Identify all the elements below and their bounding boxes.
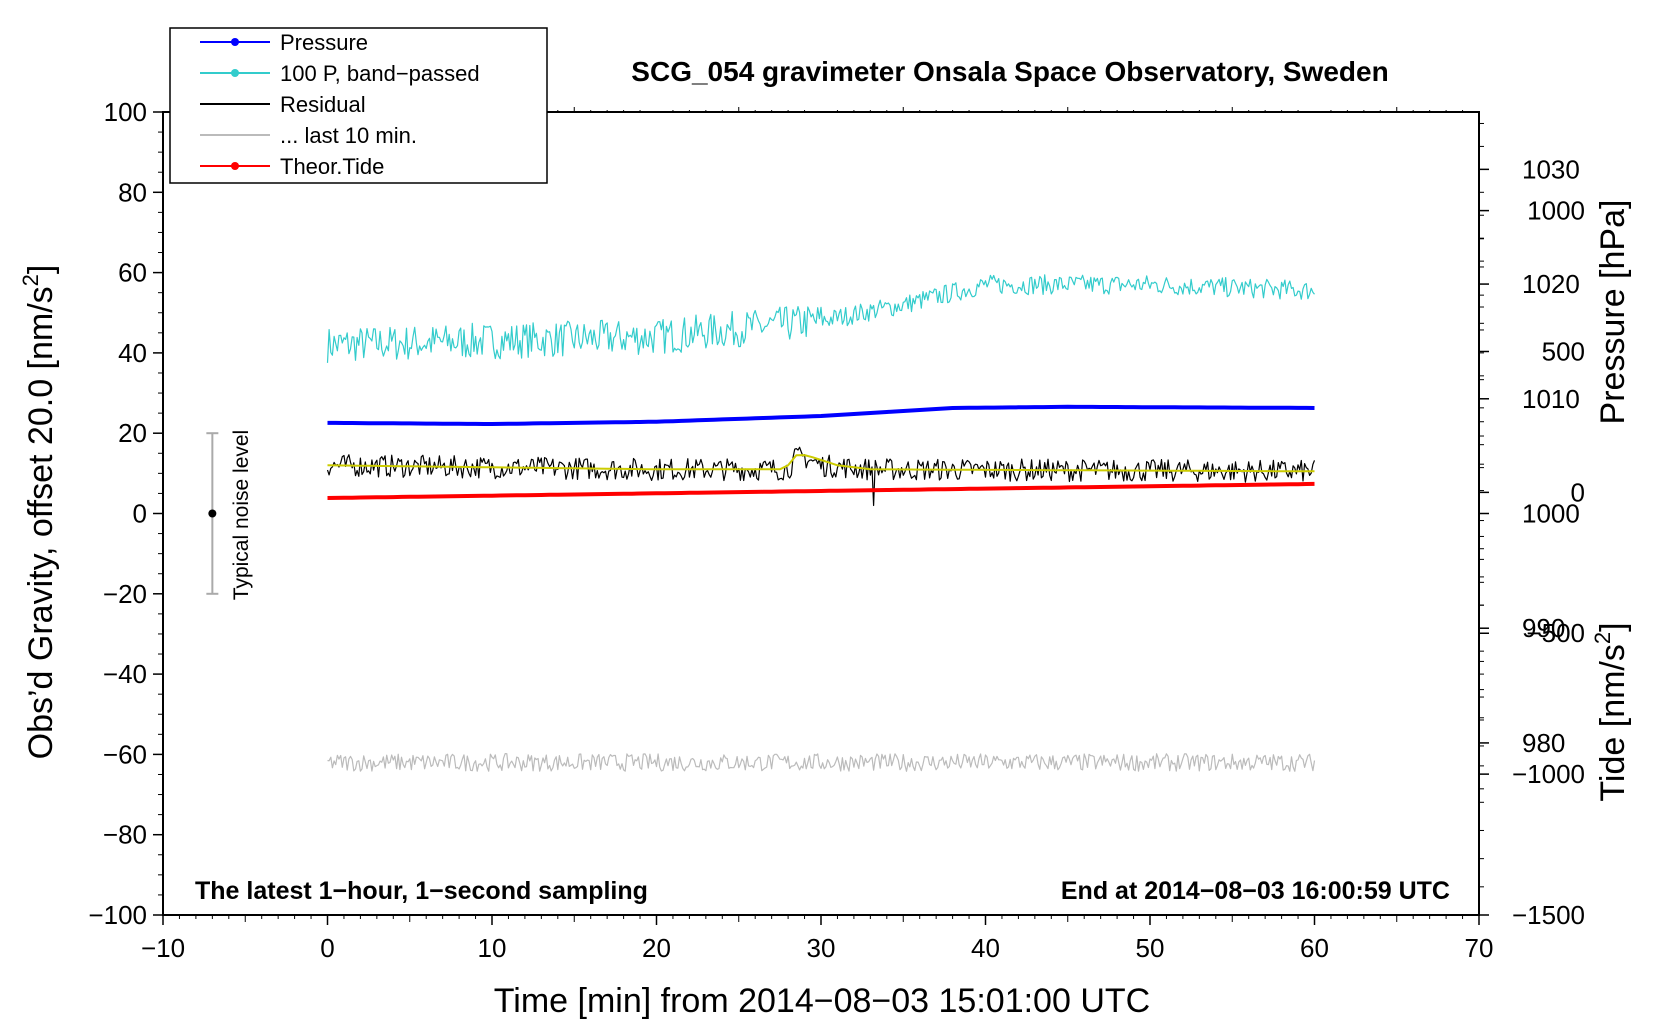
tide-axis-label: Tide [nm/s2] — [1590, 622, 1632, 801]
x-tick-label: 40 — [971, 933, 1000, 963]
tide-tick-label: 0 — [1571, 477, 1585, 507]
legend-swatch-marker — [231, 162, 239, 170]
noise-bar: Typical noise level — [206, 430, 253, 600]
legend-label: Theor.Tide — [280, 154, 384, 179]
y-left-axis-ticks: 100 80 60 40 20 0 −20 −40 −60 −80 −100 — [88, 97, 163, 930]
x-tick-label: 0 — [320, 933, 334, 963]
tide-axis-ticks: 1000 500 0 −500 −1000 −1500 — [1479, 196, 1585, 930]
tide-tick-label: 500 — [1542, 336, 1585, 366]
y-left-tick-label: −80 — [103, 820, 147, 850]
x-axis-ticks: −10 0 10 20 30 40 50 60 70 — [141, 107, 1494, 963]
legend: Pressure 100 P, band−passed Residual ... la… — [169, 27, 548, 184]
y-left-tick-label: −20 — [103, 579, 147, 609]
series-pressure — [327, 404, 1315, 426]
pressure-axis-ticks: 1030 1020 1010 1000 990 980 — [1479, 122, 1580, 790]
annotation-bottom-left: The latest 1−hour, 1−second sampling — [195, 877, 648, 905]
legend-item: Theor.Tide — [200, 154, 384, 179]
x-axis-label: Time [min] from 2014−08−03 15:01:00 UTC — [494, 982, 1150, 1020]
x-tick-label: 70 — [1465, 933, 1494, 963]
legend-item: Pressure — [200, 30, 368, 55]
series-residual-smoothed — [327, 454, 1315, 473]
legend-label: Residual — [280, 92, 366, 117]
legend-swatch-marker — [231, 38, 239, 46]
annotation-bottom-right: End at 2014−08−03 16:00:59 UTC — [1061, 877, 1450, 905]
legend-item: ... last 10 min. — [200, 123, 417, 148]
y-left-tick-label: −60 — [103, 739, 147, 769]
legend-label: Pressure — [280, 30, 368, 55]
x-tick-label: 50 — [1136, 933, 1165, 963]
x-tick-label: −10 — [141, 933, 185, 963]
y-left-tick-label: 80 — [118, 177, 147, 207]
noise-bar-label: Typical noise level — [230, 430, 253, 600]
tide-tick-label: −1500 — [1512, 900, 1585, 930]
y-left-tick-label: 20 — [118, 418, 147, 448]
tide-label-end: ] — [1594, 622, 1632, 631]
y-left-tick-label: 0 — [133, 499, 147, 529]
x-tick-label: 20 — [642, 933, 671, 963]
legend-label: ... last 10 min. — [280, 123, 417, 148]
y-left-tick-label: −100 — [88, 900, 147, 930]
pressure-tick-label: 1010 — [1522, 384, 1580, 414]
series-last-10-min — [327, 752, 1316, 772]
series-theor-tide — [327, 481, 1315, 500]
pressure-axis-label: Pressure [hPa] — [1594, 200, 1632, 425]
series-group — [326, 274, 1316, 772]
legend-swatch-marker — [231, 69, 239, 77]
tide-tick-label: 1000 — [1527, 196, 1585, 226]
tide-tick-label: −500 — [1526, 618, 1585, 648]
y-left-tick-label: 40 — [118, 338, 147, 368]
pressure-tick-label: 990 — [1522, 613, 1565, 643]
y-left-axis-label: Obs’d Gravity, offset 20.0 [nm/s2] — [18, 265, 60, 760]
y-left-label-sup: 2 — [18, 274, 43, 286]
y-left-label-end: ] — [22, 265, 60, 274]
tide-tick-label: −1000 — [1512, 759, 1585, 789]
pressure-tick-label: 1020 — [1522, 269, 1580, 299]
y-left-tick-label: −40 — [103, 659, 147, 689]
chart-title: SCG_054 gravimeter Onsala Space Observat… — [631, 56, 1388, 87]
y-left-label-main: Obs’d Gravity, offset 20.0 [nm/s — [22, 286, 60, 759]
legend-item: Residual — [200, 92, 366, 117]
legend-label: 100 P, band−passed — [280, 61, 480, 86]
pressure-tick-label: 1030 — [1522, 154, 1580, 184]
legend-item: 100 P, band−passed — [200, 61, 480, 86]
tide-label-main: Tide [nm/s — [1594, 644, 1632, 801]
y-left-tick-label: 60 — [118, 258, 147, 288]
pressure-tick-label: 1000 — [1522, 499, 1580, 529]
x-tick-label: 60 — [1300, 933, 1329, 963]
pressure-tick-label: 980 — [1522, 728, 1565, 758]
series-100-p-band-passed — [326, 274, 1315, 363]
legend-box — [169, 27, 548, 184]
y-left-tick-label: 100 — [104, 97, 147, 127]
x-tick-label: 30 — [807, 933, 836, 963]
tide-label-sup: 2 — [1590, 632, 1615, 644]
x-tick-label: 10 — [478, 933, 507, 963]
